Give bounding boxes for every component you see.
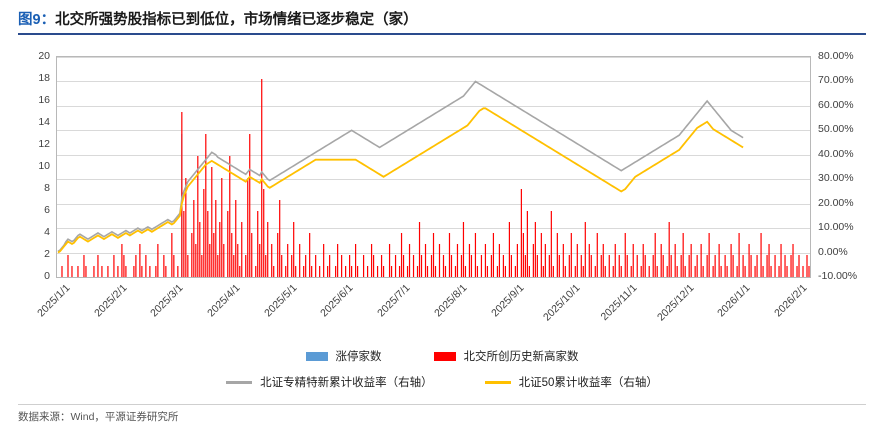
chart-plot-area bbox=[56, 56, 811, 278]
chart-title-bar: 图9：北交所强势股指标已到低位，市场情绪已逐步稳定（家） bbox=[0, 0, 884, 36]
legend-swatch-specialized bbox=[226, 380, 253, 384]
y-axis-right-tick: 60.00% bbox=[818, 98, 854, 111]
y-axis-left-tick: 12 bbox=[38, 138, 50, 150]
y-axis-left-tick: 2 bbox=[44, 248, 50, 260]
page-title: 图9：北交所强势股指标已到低位，市场情绪已逐步稳定（家） bbox=[18, 8, 418, 29]
x-axis-tick: 2025/3/1 bbox=[148, 282, 186, 320]
y-axis-left-tick: 4 bbox=[44, 226, 50, 238]
y-axis-right-tick: 70.00% bbox=[818, 74, 854, 87]
y-axis-right-tick: 20.00% bbox=[818, 196, 854, 209]
y-axis-left-tick: 10 bbox=[38, 160, 50, 172]
x-axis-tick: 2025/5/1 bbox=[261, 282, 300, 320]
line-specialized-return bbox=[57, 80, 744, 253]
y-axis-left-tick: 20 bbox=[38, 50, 50, 62]
x-axis-tick: 2025/6/1 bbox=[318, 282, 356, 320]
legend-label-bse50: 北证50累计收益率（右轴） bbox=[518, 377, 658, 389]
x-axis-tick: 2026/2/1 bbox=[772, 282, 810, 320]
x-axis-tick: 2025/11/1 bbox=[598, 282, 640, 323]
y-axis-right-tick: 40.00% bbox=[818, 147, 854, 160]
source-divider bbox=[18, 404, 866, 405]
line-bse50-return bbox=[57, 107, 744, 254]
legend-item-specialized: 北证专精特新累计收益率（右轴） bbox=[226, 374, 433, 390]
y-axis-left-tick: 0 bbox=[44, 270, 50, 282]
y-axis-right-tick: -10.00% bbox=[818, 270, 858, 282]
x-axis-tick: 2025/7/1 bbox=[375, 282, 413, 320]
figure-title: 北交所强势股指标已到低位，市场情绪已逐步稳定（家） bbox=[55, 12, 418, 28]
legend-label-specialized: 北证专精特新累计收益率（右轴） bbox=[260, 377, 433, 389]
y-axis-right-tick: 0.00% bbox=[818, 245, 848, 258]
y-axis-left-tick: 6 bbox=[44, 204, 50, 216]
y-axis-right-tick: 80.00% bbox=[818, 50, 854, 62]
legend-swatch-limit-up bbox=[305, 351, 328, 361]
y-axis-left-tick: 14 bbox=[38, 116, 50, 128]
legend-swatch-bse50 bbox=[484, 380, 511, 384]
x-axis-tick: 2025/12/1 bbox=[654, 282, 697, 324]
legend-label-new-high: 北交所创历史新高家数 bbox=[463, 351, 579, 363]
x-axis-tick: 2026/1/1 bbox=[715, 282, 753, 320]
x-axis-tick: 2025/4/1 bbox=[205, 282, 243, 320]
legend-item-limit-up: 涨停家数 bbox=[305, 348, 382, 364]
legend-swatch-new-high bbox=[433, 351, 456, 361]
x-axis-tick: 2025/9/1 bbox=[488, 282, 527, 320]
bars-new-high bbox=[61, 79, 810, 277]
x-axis-tick: 2025/2/1 bbox=[91, 282, 130, 320]
title-divider bbox=[18, 33, 866, 35]
figure-label: 图9： bbox=[18, 12, 56, 28]
legend-label-limit-up: 涨停家数 bbox=[335, 351, 382, 363]
chart-canvas bbox=[57, 57, 810, 277]
legend-row-1: 涨停家数 北交所创历史新高家数 bbox=[0, 345, 884, 367]
y-axis-left-tick: 8 bbox=[44, 182, 50, 194]
source-note: 数据来源：Wind，平源证券研究所 bbox=[18, 411, 179, 423]
x-axis-tick: 2025/1/1 bbox=[35, 282, 73, 320]
x-axis-tick: 2025/8/1 bbox=[431, 282, 470, 320]
legend-item-bse50: 北证50累计收益率（右轴） bbox=[484, 374, 658, 390]
y-axis-right-tick: 30.00% bbox=[818, 172, 854, 185]
y-axis-right-tick: 50.00% bbox=[818, 123, 854, 136]
y-axis-right-tick: 10.00% bbox=[818, 221, 854, 234]
y-axis-left-tick: 16 bbox=[38, 94, 50, 106]
legend-item-new-high: 北交所创历史新高家数 bbox=[433, 348, 579, 364]
x-axis-tick: 2025/10/1 bbox=[541, 282, 583, 324]
legend-row-2: 北证专精特新累计收益率（右轴） 北证50累计收益率（右轴） bbox=[0, 371, 884, 393]
y-axis-left-tick: 18 bbox=[38, 72, 50, 84]
